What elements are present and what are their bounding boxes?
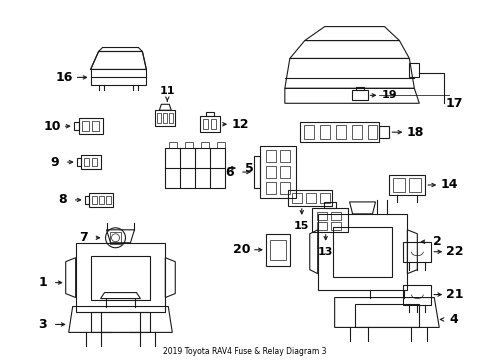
Bar [352, 125, 362, 139]
Text: 11: 11 [160, 86, 175, 96]
Bar [355, 303, 419, 328]
Bar [317, 222, 327, 230]
Bar [92, 158, 97, 166]
Bar [163, 113, 167, 123]
Text: 12: 12 [231, 118, 249, 131]
Text: 16: 16 [56, 71, 74, 84]
Bar [319, 125, 330, 139]
Bar [304, 125, 314, 139]
Bar [266, 150, 276, 162]
Text: 20: 20 [233, 243, 251, 256]
Bar [203, 119, 208, 129]
Text: 2: 2 [433, 235, 441, 248]
Text: 5: 5 [245, 162, 253, 175]
Text: 19: 19 [382, 90, 397, 100]
Bar [331, 212, 341, 220]
Bar [81, 155, 100, 169]
Bar [403, 242, 431, 262]
Bar [319, 193, 330, 203]
Text: 22: 22 [446, 245, 464, 258]
Bar [331, 222, 341, 230]
Text: 13: 13 [318, 247, 333, 257]
Bar [266, 234, 290, 266]
Bar [280, 166, 290, 178]
Bar [292, 193, 302, 203]
Bar [82, 121, 89, 131]
Text: 8: 8 [58, 193, 67, 206]
Text: 3: 3 [39, 318, 47, 331]
Bar [270, 240, 286, 260]
Bar [185, 142, 193, 148]
Bar [312, 208, 347, 232]
Bar [390, 175, 425, 195]
Bar [105, 196, 111, 204]
Text: 21: 21 [446, 288, 464, 301]
Bar [169, 142, 177, 148]
Bar [368, 125, 377, 139]
Bar [379, 126, 390, 138]
Bar [324, 202, 336, 208]
Bar [280, 150, 290, 162]
Text: 14: 14 [441, 179, 458, 192]
Bar [393, 178, 405, 192]
Text: 15: 15 [294, 221, 310, 231]
Bar [266, 182, 276, 194]
Bar [201, 142, 209, 148]
Bar [306, 193, 316, 203]
Text: 10: 10 [44, 120, 61, 133]
Bar [211, 119, 216, 129]
Bar [78, 118, 102, 134]
Bar [85, 196, 89, 204]
Text: 18: 18 [407, 126, 424, 139]
Bar [74, 122, 78, 130]
Bar [155, 110, 175, 126]
Bar [317, 212, 327, 220]
Bar [403, 285, 431, 305]
Bar [266, 166, 276, 178]
Bar [333, 227, 392, 276]
Bar [169, 113, 173, 123]
Bar [300, 122, 379, 142]
Bar [89, 193, 113, 207]
Text: 7: 7 [79, 231, 88, 244]
Bar [217, 142, 225, 148]
Bar [409, 178, 421, 192]
Bar [92, 196, 97, 204]
Bar [91, 312, 150, 332]
Text: 6: 6 [226, 166, 234, 179]
Bar [356, 87, 364, 90]
Bar [280, 182, 290, 194]
Bar [98, 196, 103, 204]
Bar [409, 63, 419, 77]
Bar [288, 190, 332, 206]
Bar [76, 158, 81, 166]
Text: 17: 17 [445, 97, 463, 110]
Text: 2019 Toyota RAV4 Fuse & Relay Diagram 3: 2019 Toyota RAV4 Fuse & Relay Diagram 3 [163, 347, 327, 356]
Bar [206, 112, 214, 116]
Bar [260, 146, 296, 198]
Bar [200, 116, 220, 132]
Text: 9: 9 [50, 156, 59, 168]
Bar [110, 232, 122, 244]
Bar [336, 125, 345, 139]
Bar [165, 148, 225, 188]
Text: 1: 1 [38, 276, 47, 289]
Bar [91, 256, 150, 300]
Bar [92, 121, 98, 131]
Bar [84, 158, 89, 166]
Bar [157, 113, 161, 123]
Text: 4: 4 [450, 313, 459, 326]
